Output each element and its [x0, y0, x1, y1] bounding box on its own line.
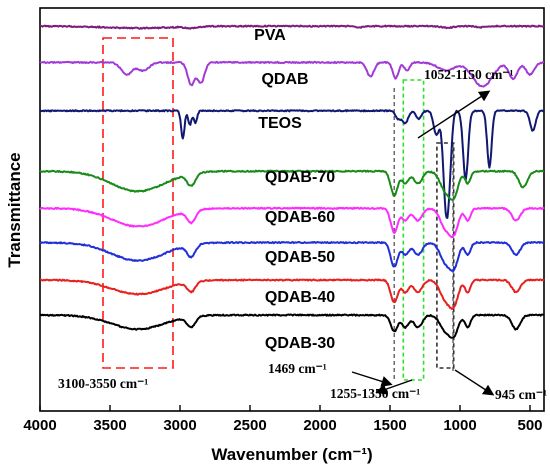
annotation-box-1052-1150 [436, 142, 455, 369]
x-tick-label-500: 500 [517, 417, 542, 434]
series-line-pva [39, 24, 545, 30]
label-group: PVA QDAB TEOS QDAB-70 QDAB-60 QDAB-50 QD… [58, 27, 547, 402]
series-label-teos: TEOS [258, 115, 302, 132]
series-line-qdab-70 [39, 169, 545, 201]
annotation-label-1052-1150: 1052-1150 cm⁻¹ [424, 67, 514, 82]
annotation-box-3100-3550 [102, 37, 174, 369]
series-label-qdab-70: QDAB-70 [265, 169, 335, 186]
series-line-qdab-60 [39, 206, 545, 239]
x-tick-label-1000: 1000 [443, 417, 476, 434]
series-line-teos [39, 109, 545, 219]
annotation-arrows [351, 90, 495, 396]
series-label-qdab-30: QDAB-30 [265, 335, 335, 352]
arrow-1255-1350 [375, 379, 413, 395]
x-tick-label-3500: 3500 [93, 417, 126, 434]
plot-frame [39, 7, 545, 412]
series-line-qdab [39, 60, 545, 88]
annotation-label-1469: 1469 cm⁻¹ [268, 361, 327, 376]
x-tick-label-4000: 4000 [23, 417, 56, 434]
x-tick-label-2000: 2000 [303, 417, 336, 434]
series-group [39, 24, 545, 339]
annotation-label-3100-3550: 3100-3550 cm⁻¹ [58, 376, 148, 391]
x-tick-label-2500: 2500 [233, 417, 266, 434]
annotation-boxes [102, 37, 455, 381]
annotation-label-945: 945 cm⁻¹ [495, 387, 547, 402]
series-line-qdab-40 [39, 278, 545, 310]
series-label-qdab: QDAB [261, 71, 308, 88]
x-tick-label-1500: 1500 [373, 417, 406, 434]
x-axis-title: Wavenumber (cm⁻¹) [211, 445, 372, 464]
annotation-box-1255-1350 [402, 79, 425, 381]
ticks-group: 4000 3500 3000 2500 2000 1500 1000 500 [23, 405, 543, 434]
annotation-label-1255-1350: 1255-1350 cm⁻¹ [330, 386, 420, 401]
series-label-qdab-40: QDAB-40 [265, 289, 335, 306]
series-label-qdab-50: QDAB-50 [265, 249, 335, 266]
x-tick-label-3000: 3000 [163, 417, 196, 434]
arrow-1052-1150 [417, 90, 491, 139]
series-line-qdab-30 [39, 313, 545, 339]
series-label-pva: PVA [254, 27, 286, 44]
series-line-qdab-50 [39, 241, 545, 272]
arrow-945 [454, 369, 495, 396]
arrow-1469 [351, 371, 393, 387]
y-axis-title: Transmittance [5, 152, 24, 267]
series-label-qdab-60: QDAB-60 [265, 209, 335, 226]
